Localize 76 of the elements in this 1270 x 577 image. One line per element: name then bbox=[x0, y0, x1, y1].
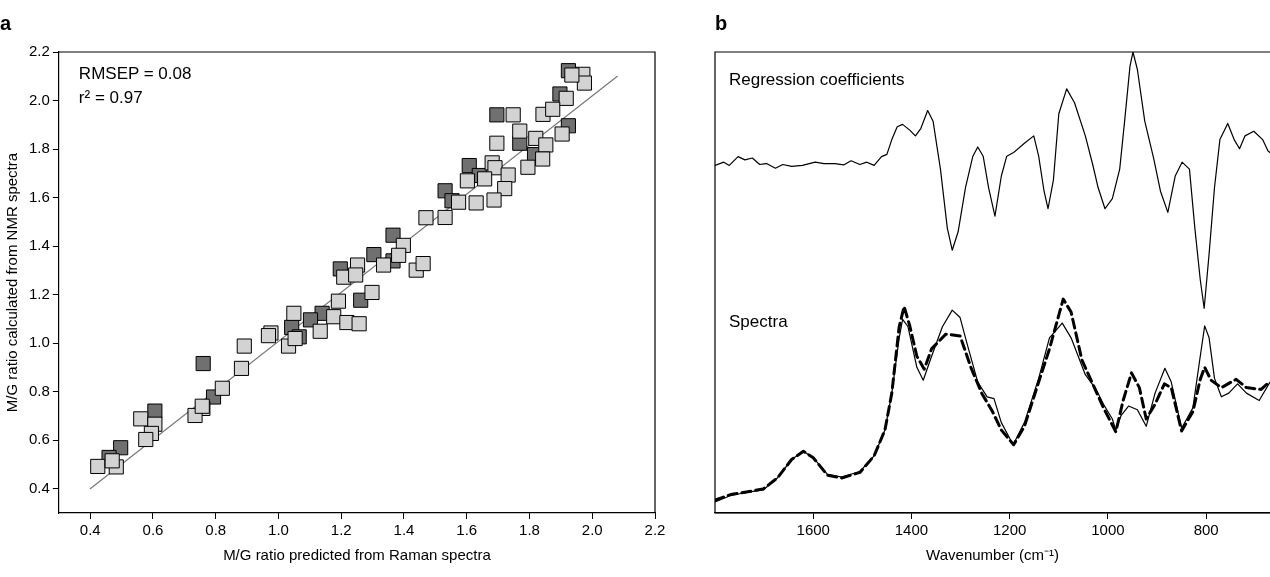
x-tick-label: 2.2 bbox=[644, 521, 666, 539]
point bbox=[576, 75, 592, 91]
y-tick-label: 2.0 bbox=[28, 90, 50, 108]
x-tick-label: 0.8 bbox=[205, 521, 227, 539]
x-tick-label: 1600 bbox=[796, 521, 830, 539]
x-tick-label: 1200 bbox=[993, 521, 1027, 539]
y-tick-label: 1.8 bbox=[28, 139, 50, 157]
chart-title: b bbox=[715, 11, 728, 34]
point bbox=[486, 192, 502, 208]
y-tick-label: 1.0 bbox=[28, 333, 50, 351]
point bbox=[489, 135, 505, 151]
point bbox=[90, 458, 106, 474]
x-tick-label: 800 bbox=[1193, 521, 1219, 539]
point bbox=[133, 411, 149, 427]
point bbox=[330, 293, 346, 309]
point bbox=[512, 123, 528, 139]
x-tick-label: 2.0 bbox=[581, 521, 603, 539]
point bbox=[437, 209, 453, 226]
x-tick-label: 1.0 bbox=[268, 521, 289, 539]
point bbox=[385, 227, 401, 243]
point bbox=[415, 256, 431, 272]
point bbox=[348, 267, 364, 283]
y-tick-label: 0.8 bbox=[28, 381, 50, 399]
y-tick-label: 1.6 bbox=[28, 187, 50, 205]
x-tick-label: 0.6 bbox=[142, 521, 164, 539]
point bbox=[418, 210, 434, 226]
point bbox=[500, 167, 516, 183]
x-axis-title: M/G ratio predicted from Raman spectra bbox=[223, 546, 492, 564]
point bbox=[564, 67, 580, 83]
x-tick-label: 1.6 bbox=[456, 521, 478, 539]
point bbox=[468, 195, 484, 211]
point bbox=[554, 126, 570, 142]
x-tick-label: 1.4 bbox=[393, 521, 415, 539]
x-tick-label: 1400 bbox=[894, 521, 929, 539]
point bbox=[351, 316, 367, 332]
annotation: r² = 0.97 bbox=[78, 88, 143, 108]
point bbox=[236, 338, 252, 354]
x-tick-label: 1.2 bbox=[330, 521, 352, 539]
y-tick-label: 0.4 bbox=[28, 478, 50, 496]
point bbox=[497, 181, 513, 197]
point bbox=[302, 312, 319, 328]
x-tick-label: 0.4 bbox=[79, 521, 101, 539]
point bbox=[195, 355, 211, 372]
x-axis-title: Wavenumber (cm⁻¹) bbox=[926, 546, 1059, 564]
point bbox=[538, 137, 554, 153]
point bbox=[104, 453, 120, 469]
point bbox=[138, 431, 154, 448]
point bbox=[376, 257, 392, 273]
point bbox=[286, 305, 302, 321]
point bbox=[477, 171, 493, 187]
point bbox=[451, 194, 467, 210]
point bbox=[545, 101, 561, 117]
point bbox=[326, 309, 342, 325]
x-tick-label: 1.8 bbox=[519, 521, 540, 539]
annotation: RMSEP = 0.08 bbox=[78, 64, 192, 84]
point bbox=[233, 360, 250, 376]
point bbox=[535, 151, 551, 167]
y-tick-label: 0.6 bbox=[28, 430, 50, 448]
point bbox=[520, 159, 536, 175]
point bbox=[214, 380, 230, 396]
point bbox=[391, 247, 407, 263]
x-tick-label: 1000 bbox=[1091, 521, 1125, 539]
point bbox=[505, 107, 521, 123]
chart-title: a bbox=[0, 11, 12, 34]
y-tick-label: 2.2 bbox=[28, 42, 50, 60]
point bbox=[364, 284, 380, 301]
point bbox=[489, 107, 505, 123]
point bbox=[459, 173, 475, 189]
point bbox=[312, 323, 328, 339]
point bbox=[287, 330, 303, 347]
y-tick-label: 1.2 bbox=[28, 284, 50, 302]
point bbox=[558, 90, 574, 106]
y-axis-title: M/G ratio calculated from NMR spectra bbox=[3, 152, 21, 413]
annotation: Spectra bbox=[729, 312, 789, 332]
y-tick-label: 1.4 bbox=[28, 236, 50, 254]
annotation: Regression coefficients bbox=[729, 70, 905, 90]
